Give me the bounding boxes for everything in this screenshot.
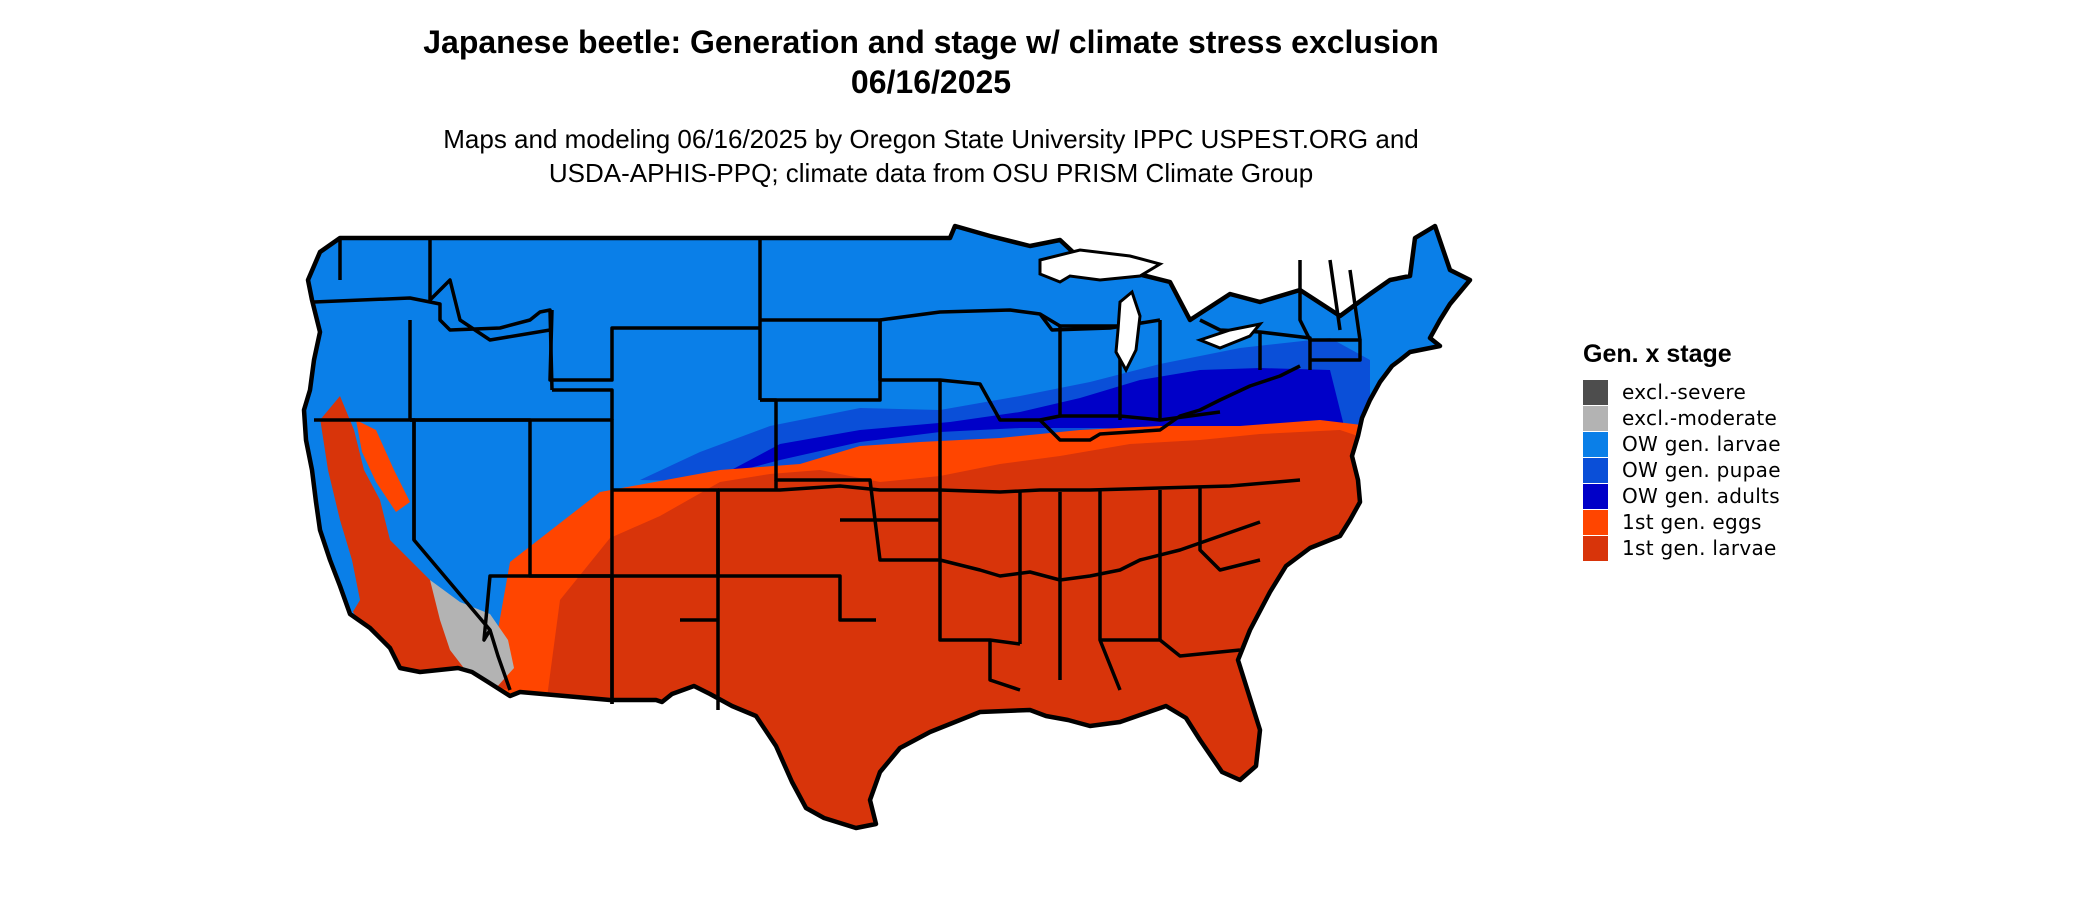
legend-label: OW gen. larvae: [1622, 432, 1781, 456]
legend-title: Gen. x stage: [1583, 340, 1732, 368]
great-lakes: [1038, 248, 1264, 374]
legend-item-ow-adults: OW gen. adults: [1583, 483, 1781, 509]
legend-label: OW gen. adults: [1622, 484, 1780, 508]
map-title: Japanese beetle: Generation and stage w/…: [423, 24, 1439, 60]
region-central-valley-eggs: [356, 420, 410, 512]
legend-label: 1st gen. eggs: [1622, 510, 1762, 534]
legend-item-ow-pupae: OW gen. pupae: [1583, 457, 1781, 483]
map-date: 06/16/2025: [850, 64, 1012, 100]
state-borders: [313, 238, 1362, 710]
legend-item-excl-severe: excl.-severe: [1583, 379, 1781, 405]
legend-label: OW gen. pupae: [1622, 458, 1781, 482]
region-ow-gen-adults: [720, 368, 1350, 476]
legend-item-ow-larvae: OW gen. larvae: [1583, 431, 1781, 457]
map-subtitle-line2: USDA-APHIS-PPQ; climate data from OSU PR…: [548, 158, 1314, 188]
legend-item-1st-eggs: 1st gen. eggs: [1583, 509, 1781, 535]
map-subtitle-line1: Maps and modeling 06/16/2025 by Oregon S…: [443, 124, 1419, 154]
legend-swatch: [1583, 405, 1608, 431]
us-map: [300, 220, 1560, 900]
lake-superior: [1038, 248, 1164, 284]
legend-swatch: [1583, 431, 1608, 457]
legend-swatch: [1583, 457, 1608, 483]
lake-erie: [1195, 321, 1264, 350]
legend-label: 1st gen. larvae: [1622, 536, 1777, 560]
legend-swatch: [1583, 379, 1608, 405]
lake-michigan: [1114, 289, 1142, 374]
legend-item-excl-moderate: excl.-moderate: [1583, 405, 1781, 431]
legend-swatch: [1583, 535, 1608, 561]
legend-label: excl.-severe: [1622, 380, 1747, 404]
legend-swatch: [1583, 483, 1608, 509]
region-west-ow-larvae-coast: [304, 418, 360, 620]
legend-label: excl.-moderate: [1622, 406, 1778, 430]
region-excl-moderate-desert: [430, 580, 514, 688]
legend: Gen. x stage excl.-severe excl.-moderate…: [1583, 340, 1781, 561]
region-excl-moderate-texas: [920, 774, 948, 808]
legend-swatch: [1583, 509, 1608, 535]
legend-item-1st-larvae: 1st gen. larvae: [1583, 535, 1781, 561]
